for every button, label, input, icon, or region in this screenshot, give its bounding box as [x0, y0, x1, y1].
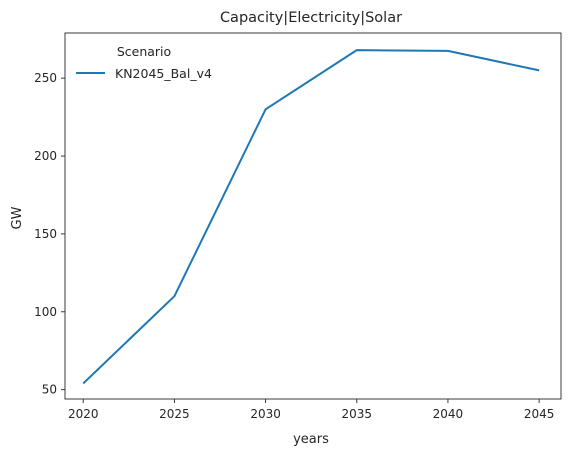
x-tick-label: 2040: [433, 407, 464, 421]
y-axis-label: GW: [10, 206, 25, 229]
x-tick-label: 2025: [159, 407, 190, 421]
y-tick-label: 200: [34, 149, 57, 163]
y-tick-label: 150: [34, 227, 57, 241]
y-tick-label: 100: [34, 305, 57, 319]
x-axis-label: years: [293, 432, 329, 447]
plot-area: [64, 32, 562, 400]
legend: Scenario KN2045_Bal_v4: [76, 44, 212, 81]
y-axis: 50 100 150 200 250: [34, 71, 65, 397]
chart-title: Capacity|Electricity|Solar: [220, 10, 402, 26]
legend-title: Scenario: [117, 44, 171, 59]
x-axis: 2020 2025 2030 2035 2040 2045: [68, 399, 554, 421]
x-tick-label: 2030: [250, 407, 281, 421]
x-tick-label: 2045: [524, 407, 555, 421]
x-tick-label: 2020: [68, 407, 99, 421]
y-tick-label: 50: [42, 383, 57, 397]
x-tick-label: 2035: [341, 407, 372, 421]
series-line: [82, 49, 540, 385]
series-layer: [82, 49, 540, 385]
y-tick-label: 250: [34, 71, 57, 85]
legend-series-label: KN2045_Bal_v4: [115, 66, 212, 81]
